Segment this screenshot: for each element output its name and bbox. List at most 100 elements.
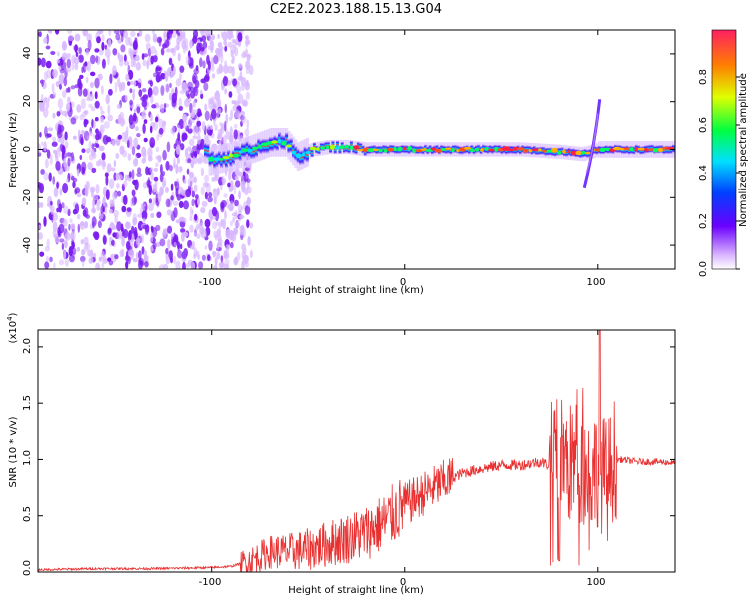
noise-speckle: [204, 110, 210, 121]
noise-speckle: [234, 199, 239, 207]
noise-speckle: [128, 142, 133, 149]
ridge-core: [665, 145, 668, 155]
noise-speckle: [207, 196, 213, 203]
noise-speckle: [217, 42, 223, 48]
noise-speckle: [90, 71, 96, 77]
noise-speckle: [81, 260, 85, 268]
ridge-blob: [470, 148, 475, 153]
noise-speckle: [94, 48, 100, 53]
ridge-blob: [623, 147, 630, 150]
ridge-blob: [480, 148, 484, 152]
noise-speckle: [70, 233, 75, 241]
ridge-blob: [581, 151, 586, 155]
noise-speckle: [97, 30, 104, 35]
noise-speckle: [209, 129, 213, 136]
noise-speckle: [108, 178, 115, 189]
noise-speckle: [82, 30, 88, 37]
noise-speckle: [52, 176, 56, 185]
ridge-blob: [329, 144, 336, 150]
noise-speckle: [165, 247, 169, 255]
noise-speckle: [189, 62, 194, 69]
noise-speckle: [200, 46, 205, 52]
noise-speckle: [140, 234, 145, 244]
ridge-core: [526, 145, 529, 154]
noise-speckle: [81, 148, 86, 153]
ridge-blob: [475, 148, 479, 152]
ridge-blob: [637, 147, 646, 151]
noise-speckle: [172, 201, 179, 206]
ridge-blob: [349, 145, 354, 150]
y-tick-label: -20: [22, 189, 33, 205]
noise-speckle: [87, 162, 93, 170]
noise-speckle: [64, 140, 69, 149]
x-tick-label: 100: [586, 277, 605, 288]
ridge-blob: [463, 146, 472, 150]
noise-speckle: [116, 103, 121, 110]
ridge-blob: [301, 152, 305, 157]
noise-speckle: [80, 221, 85, 226]
noise-speckle: [144, 33, 151, 43]
noise-speckle: [148, 198, 152, 204]
noise-speckle: [142, 59, 147, 67]
noise-speckle: [245, 68, 250, 75]
noise-speckle: [233, 257, 239, 266]
ridge-blob: [584, 151, 592, 155]
noise-speckle: [111, 139, 116, 147]
noise-speckle: [100, 250, 105, 260]
ridge-blob: [344, 144, 349, 149]
noise-speckle: [51, 83, 55, 94]
ridge-core: [435, 144, 439, 154]
ridge-blob: [277, 139, 282, 144]
noise-speckle: [96, 205, 100, 211]
y-tick-label: 0: [22, 146, 33, 152]
noise-speckle: [194, 213, 198, 221]
noise-speckle: [39, 183, 44, 194]
noise-speckle: [95, 128, 99, 134]
ridge-core: [565, 148, 569, 157]
noise-speckle: [95, 184, 100, 194]
noise-speckle: [179, 166, 183, 172]
y-tick-label: 20: [22, 95, 33, 108]
noise-speckle: [88, 257, 94, 264]
noise-speckle: [182, 218, 187, 223]
noise-speckle: [44, 158, 49, 169]
noise-speckle: [163, 31, 167, 43]
noise-speckle: [170, 256, 173, 264]
ridge-core: [662, 145, 666, 155]
noise-speckle: [230, 109, 234, 120]
noise-speckle: [56, 147, 61, 152]
noise-speckle: [227, 80, 232, 86]
noise-speckle: [59, 238, 65, 243]
noise-speckle: [166, 209, 173, 216]
noise-speckle: [95, 262, 101, 269]
noise-speckle: [49, 30, 53, 35]
noise-speckle: [238, 190, 241, 200]
ridge-core: [266, 138, 270, 154]
noise-speckle: [149, 137, 156, 149]
noise-speckle: [152, 242, 157, 250]
ridge-blob: [326, 145, 329, 150]
noise-speckle: [175, 219, 181, 224]
noise-speckle: [125, 261, 129, 269]
ridge-blob: [484, 147, 489, 151]
ridge-core: [352, 144, 356, 154]
noise-speckle: [52, 212, 58, 222]
ridge-blob: [386, 147, 394, 152]
noise-speckle: [39, 132, 42, 138]
noise-speckle: [90, 106, 96, 112]
noise-speckle: [106, 136, 112, 143]
noise-speckle: [110, 254, 113, 260]
colorbar-tick-label: 0.4: [698, 165, 709, 181]
noise-speckle: [87, 249, 92, 257]
noise-speckle: [90, 249, 94, 259]
noise-speckle: [237, 63, 243, 69]
noise-speckle: [119, 249, 124, 258]
noise-speckle: [90, 54, 96, 65]
noise-speckle: [199, 30, 205, 35]
noise-speckle: [127, 153, 132, 161]
noise-speckle: [121, 236, 125, 247]
noise-speckle: [84, 110, 89, 115]
noise-speckle: [115, 32, 121, 41]
noise-speckle: [197, 197, 200, 206]
noise-speckle: [40, 93, 44, 101]
